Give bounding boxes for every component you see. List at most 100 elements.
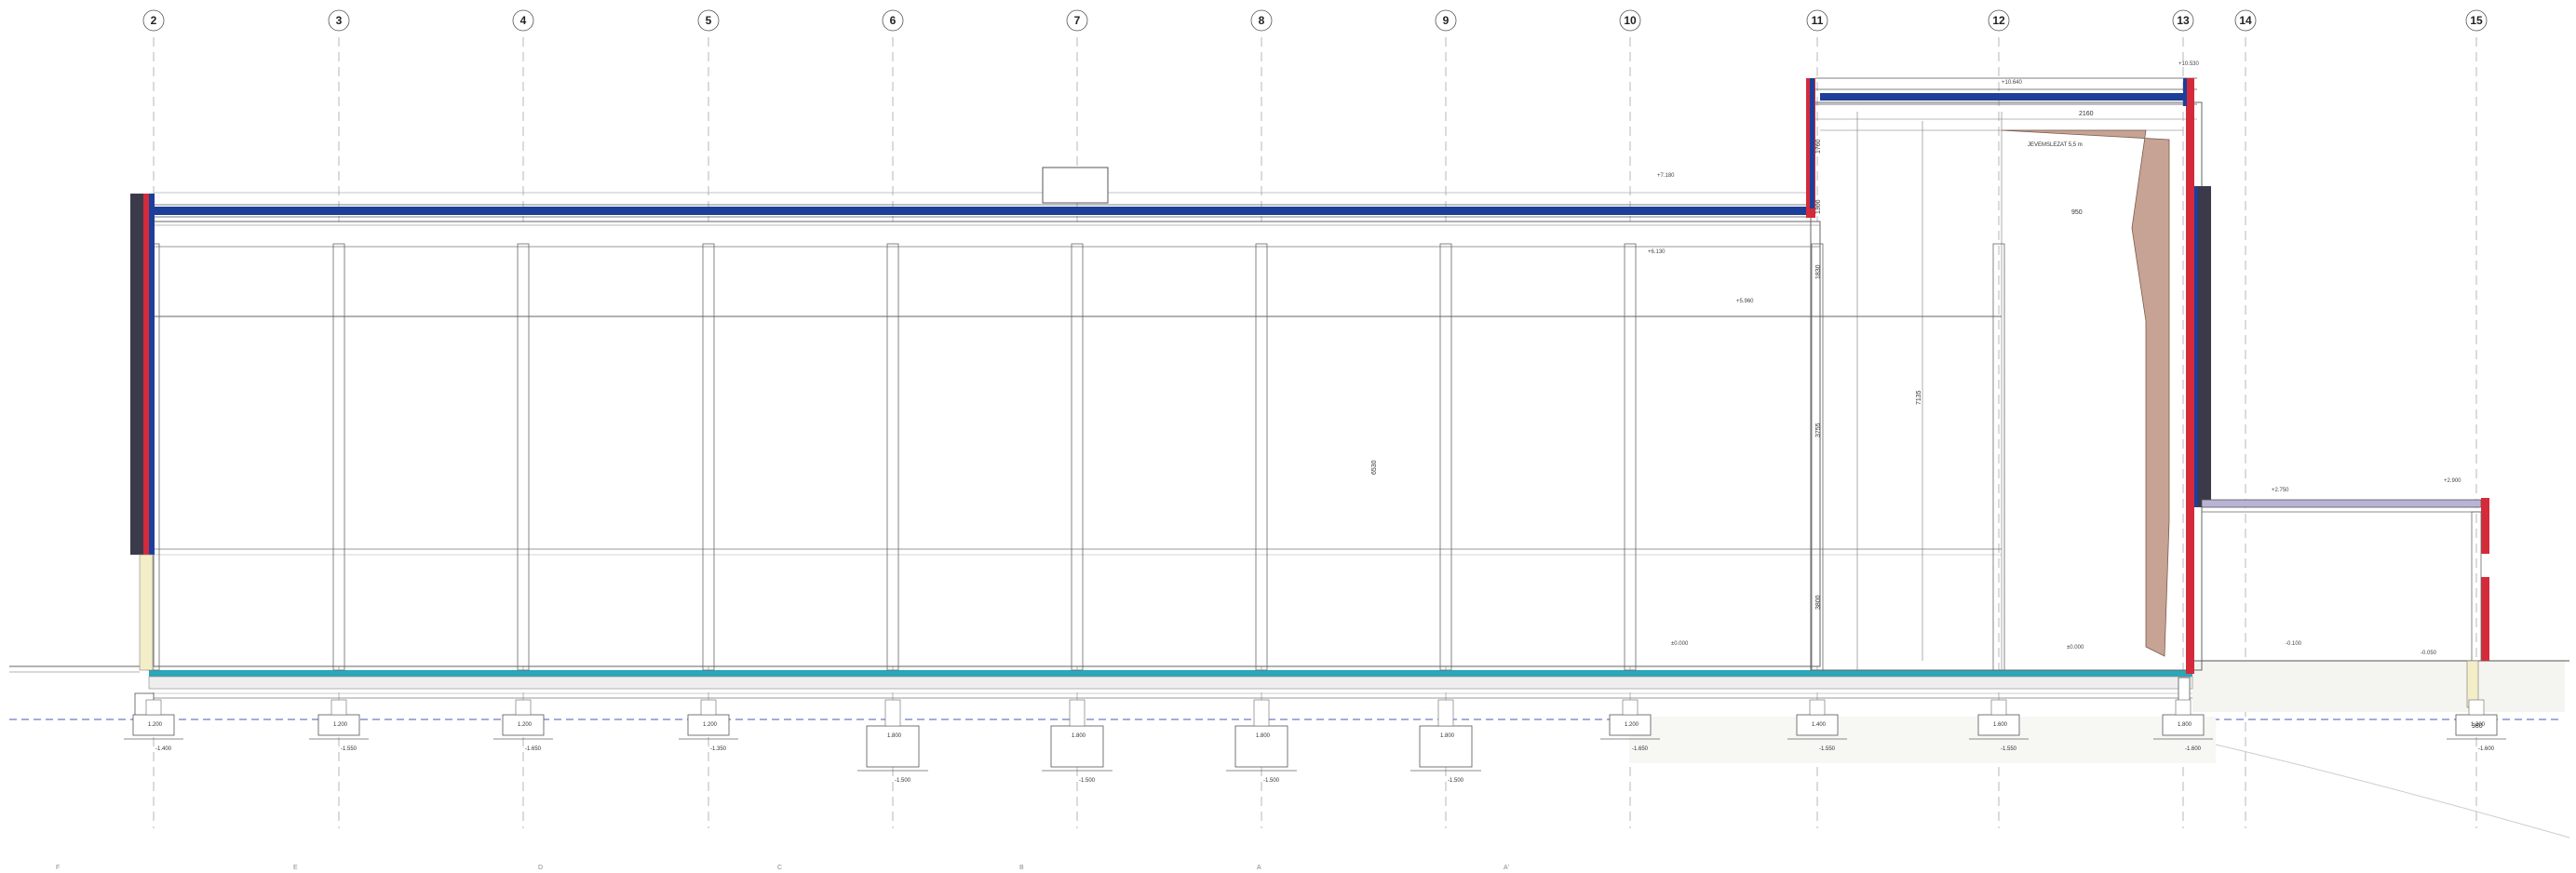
footing-depth-1: -1.400 [155,746,172,752]
column-6 [886,243,899,671]
grid-axis-label-15: 15 [2470,14,2483,27]
footing-8 [1419,725,1473,768]
column-9 [1439,243,1452,671]
footing-depth-3: -1.650 [525,746,542,752]
footing-width-13: 1.200 [2471,722,2486,728]
grid-axis-label-6: 6 [890,14,897,27]
level-main-roof: +7.180 [1657,173,1675,179]
pier-13 [2468,699,2485,716]
pier-5 [884,699,901,727]
grid-axis-label-11: 11 [1812,14,1824,27]
bottom-references: F E D C B A A' [56,865,1509,871]
footing-width-4: 1.200 [703,722,718,728]
footing-depth-13: -1.600 [2478,746,2495,752]
foundations: 1.200 -1.400 1.200 -1.550 1.200 -1.650 1.200 -1… [124,699,2506,784]
pier-9 [1622,699,1639,716]
level-markers: +7.180 +6.130 +5.960 +10.640 +10.530 +2.… [1648,61,2461,656]
grid-axis-bubble-9 [1435,9,1457,32]
level-beam: +5.960 [1736,299,1754,304]
pier-2 [330,699,347,716]
level-floor-a: ±0.000 [1671,641,1689,647]
footing-width-1: 1.200 [148,722,163,728]
footing-width-8: 1.800 [1440,733,1455,739]
footing-depth-10: -1.550 [1819,746,1836,752]
grid-axis-label-5: 5 [706,14,712,27]
footing-6 [1050,725,1104,768]
footing-width-3: 1.200 [518,722,533,728]
footing-depth-2: -1.550 [341,746,357,752]
column-7 [1071,243,1084,671]
grid-axis-label-9: 9 [1443,14,1450,27]
bottom-ref-7: A' [1504,865,1509,871]
level-canopy-left: +2.750 [2272,488,2289,493]
column-8 [1255,243,1268,671]
grid-axis-bubble-4 [512,9,534,32]
grid-axis-bubble-6 [882,9,904,32]
bottom-ref-1: F [56,865,60,871]
footing-depth-6: -1.500 [1079,778,1096,784]
footing-width-6: 1.800 [1072,733,1086,739]
main-hall [148,167,2193,699]
grid-axis-label-8: 8 [1259,14,1265,27]
grid-axis-label-13: 13 [2177,14,2190,27]
grid-axis-label-3: 3 [336,14,343,27]
footing-depth-8: -1.500 [1448,778,1464,784]
bottom-ref-3: D [538,865,543,871]
grid-axis-label-7: 7 [1074,14,1081,27]
pier-8 [1437,699,1454,727]
grid-axis-label-4: 4 [520,14,527,27]
level-floor-c: -0.100 [2286,641,2302,647]
footing-width-5: 1.800 [887,733,902,739]
footing-depth-5: -1.500 [895,778,911,784]
canopy [2201,498,2489,708]
level-canopy-right: +2.900 [2444,478,2461,484]
footing-depth-12: -1.600 [2185,746,2202,752]
grid-axis-bubble-15 [2465,9,2488,32]
grid-axis-labels: 2 3 4 5 6 7 8 9 10 11 12 13 14 15 [142,9,2488,32]
bottom-ref-4: C [777,865,782,871]
grid-axis-label-2: 2 [151,14,157,27]
grid-axis-bubble-13 [2172,9,2194,32]
column-3 [332,243,345,671]
footing-width-2: 1.200 [333,722,348,728]
left-wall [130,194,155,718]
footing-width-9: 1.200 [1625,722,1639,728]
dimensions: 1760 1300 1830 3755 3800 7135 6530 2160 … [1371,111,2483,730]
grid-axis-bubble-2 [142,9,165,32]
tower-note: JEVEMSLEZAT 5,5 m [2028,142,2083,148]
footing-width-11: 1.600 [1993,722,2008,728]
level-outside: -0.050 [2421,651,2437,656]
footing-depth-4: -1.350 [710,746,727,752]
footing-width-10: 1.400 [1812,722,1827,728]
dim-tower-mid: 3755 [1815,423,1822,437]
grid-axis-bubble-10 [1619,9,1641,32]
tower [1806,77,2211,706]
grid-axis-bubble-3 [328,9,350,32]
grid-axis-label-10: 10 [1624,14,1637,27]
dim-tower-low: 3800 [1815,595,1822,610]
level-floor-b: ±0.000 [2067,645,2084,651]
pier-6 [1069,699,1086,727]
dim-side: 950 [2071,209,2083,216]
column-4 [517,243,530,671]
footing-depth-11: -1.550 [2001,746,2017,752]
dim-side-b: 980 [2472,723,2483,730]
dim-tower-top: 1760 [1815,139,1822,154]
grid-axis-bubble-7 [1066,9,1088,32]
pier-10 [1809,699,1826,716]
footing-depth-9: -1.650 [1632,746,1649,752]
pier-12 [2175,699,2192,716]
pier-4 [700,699,717,716]
dim-tower-b: 1830 [1815,264,1822,279]
footing-7 [1234,725,1288,768]
grid-axis-label-14: 14 [2239,14,2252,27]
level-ceiling: +6.130 [1648,249,1666,255]
grid-axis-bubble-14 [2234,9,2257,32]
column-10 [1624,243,1637,671]
dim-tower-a: 1300 [1815,199,1822,214]
pier-11 [1990,699,2007,716]
footing-width-7: 1.800 [1256,733,1271,739]
pier-7 [1253,699,1270,727]
dim-wall-12: 7135 [1916,390,1922,405]
